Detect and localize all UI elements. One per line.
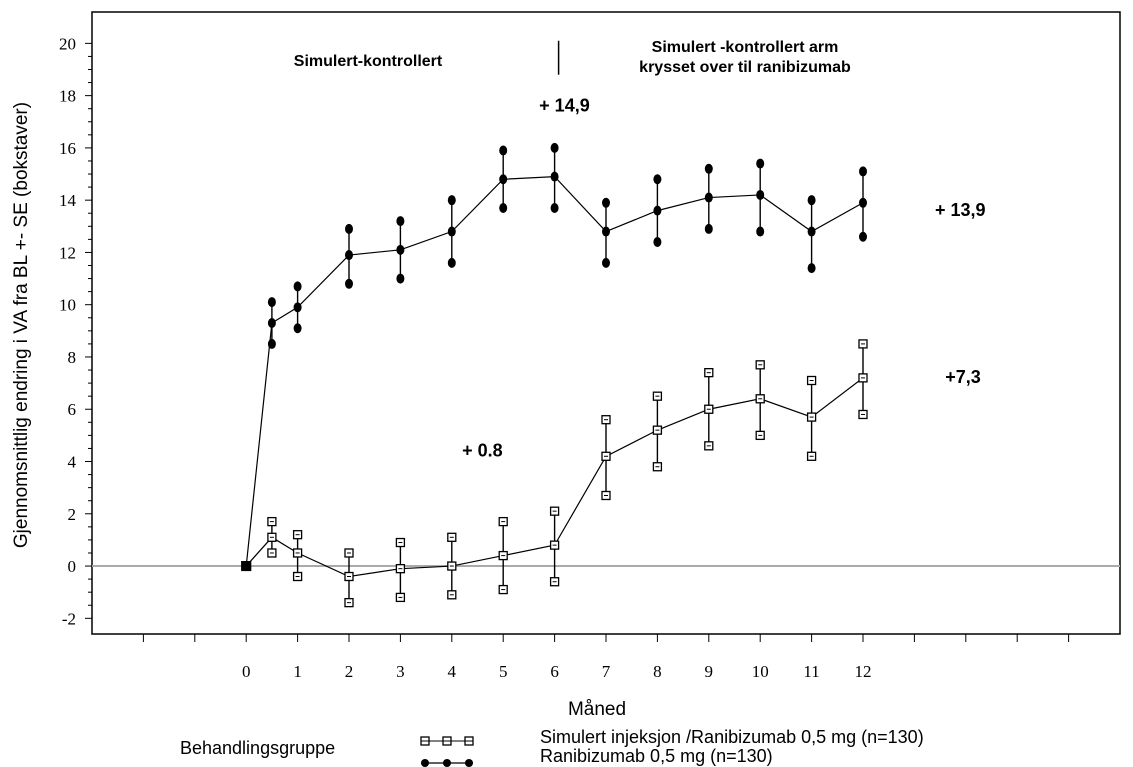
y-tick-label: 18: [59, 87, 76, 106]
data-point: [550, 171, 559, 182]
x-axis: 0 1 2 3 4 5 6 7 8 9 10 11 12: [142, 634, 1070, 681]
error-cap: [859, 166, 867, 177]
error-cap: [293, 323, 302, 334]
series-simulert: [241, 339, 868, 608]
data-point: [267, 318, 276, 328]
value-annotation: + 13,9: [935, 200, 986, 220]
x-tick-label: 12: [855, 662, 872, 681]
error-cap: [756, 226, 765, 237]
error-cap: [602, 197, 610, 208]
legend-entry-simulert: Simulert injeksjon /Ranibizumab 0,5 mg (…: [540, 727, 924, 747]
x-tick-label: 10: [752, 662, 769, 681]
y-tick-label: 6: [68, 400, 77, 419]
y-tick-label: -2: [62, 609, 76, 628]
phase-label-right-line2: krysset over til ranibizumab: [639, 59, 851, 76]
error-cap: [653, 236, 662, 247]
data-point: [756, 189, 765, 200]
legend-entry-ranibizumab: Ranibizumab 0,5 mg (n=130): [540, 746, 773, 766]
error-cap: [704, 163, 713, 174]
error-cap: [602, 257, 610, 268]
error-cap: [704, 223, 713, 234]
series-layer: [241, 142, 868, 608]
x-tick-label: 6: [550, 662, 559, 681]
data-point: [653, 205, 662, 216]
error-cap: [293, 281, 302, 292]
data-point: [447, 226, 456, 237]
data-point: [345, 250, 353, 261]
data-point: [807, 226, 816, 237]
error-cap: [345, 223, 353, 234]
y-tick-label: 0: [68, 557, 77, 576]
y-axis-label: Gjennomsnittlig endring i VA fra BL +- S…: [11, 102, 32, 548]
error-cap: [859, 231, 867, 242]
legend-dot: [465, 759, 473, 767]
error-cap: [807, 195, 816, 206]
x-tick-label: 9: [705, 662, 714, 681]
error-cap: [756, 158, 765, 169]
x-tick-label: 0: [242, 662, 251, 681]
error-cap: [267, 297, 276, 308]
value-annotation: + 0.8: [462, 440, 503, 460]
error-cap: [396, 273, 405, 284]
y-tick-label: 14: [59, 191, 77, 210]
y-tick-label: 16: [59, 139, 76, 158]
legend-marker-open-square: [420, 736, 474, 746]
data-point: [396, 244, 405, 255]
error-cap: [447, 257, 456, 268]
legend-marker-filled-circle: [421, 759, 473, 767]
y-tick-label: 8: [68, 348, 77, 367]
y-tick-label: 20: [59, 34, 76, 53]
value-annotation: + 14,9: [539, 95, 590, 115]
legend-dot: [443, 759, 451, 767]
data-point: [499, 174, 508, 185]
x-axis-label: Måned: [568, 699, 626, 720]
x-tick-label: 11: [803, 662, 819, 681]
error-cap: [807, 263, 816, 274]
legend-dot: [421, 759, 429, 767]
annotations: + 14,9 + 13,9 +7,3 + 0.8: [462, 95, 985, 460]
error-cap: [550, 142, 559, 153]
error-cap: [447, 195, 456, 206]
error-cap: [499, 203, 508, 214]
value-annotation: +7,3: [945, 367, 981, 387]
x-tick-label: 7: [602, 662, 611, 681]
y-tick-label: 2: [68, 505, 77, 524]
y-tick-label: 12: [59, 243, 76, 262]
legend-title: Behandlingsgruppe: [180, 738, 335, 758]
y-axis: -2 0 2 4 6 8 10 12 14 16 18 20: [59, 34, 92, 628]
data-point: [241, 561, 252, 572]
y-tick-label: 4: [68, 453, 77, 472]
x-tick-label: 8: [653, 662, 662, 681]
series-line: [245, 176, 864, 567]
plot-frame: [91, 11, 1121, 635]
phase-label-right-line1: Simulert -kontrollert arm: [652, 39, 839, 56]
x-tick-label: 4: [448, 662, 457, 681]
error-cap: [345, 278, 353, 289]
x-tick-label: 5: [499, 662, 508, 681]
data-point: [602, 226, 610, 237]
phase-label-left: Simulert-kontrollert: [294, 53, 443, 70]
x-tick-label: 2: [345, 662, 354, 681]
data-point: [859, 197, 867, 208]
x-tick-label: 3: [396, 662, 405, 681]
error-cap: [653, 174, 662, 185]
series-ranibizumab: [241, 142, 867, 572]
x-tick-label: 1: [293, 662, 302, 681]
y-tick-label: 10: [59, 296, 76, 315]
legend: Behandlingsgruppe Simulert injeksjon /Ra…: [180, 727, 924, 767]
data-point: [293, 302, 302, 313]
error-cap: [396, 216, 405, 227]
error-cap: [550, 203, 559, 214]
data-point: [704, 192, 713, 203]
error-cap: [499, 145, 508, 156]
series-line: [245, 377, 864, 578]
